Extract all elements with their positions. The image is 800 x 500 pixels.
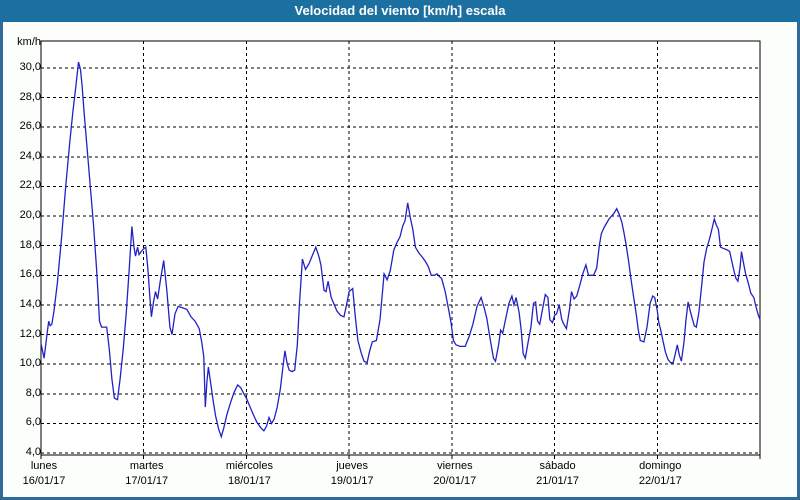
title-bar: Velocidad del viento [km/h] escala bbox=[0, 0, 800, 22]
y-tick-label: 20,0 bbox=[19, 209, 41, 222]
x-date-label: 21/01/17 bbox=[536, 475, 579, 487]
x-day-label: viernes bbox=[437, 460, 473, 472]
x-date-label: 22/01/17 bbox=[638, 475, 682, 487]
chart-title: Velocidad del viento [km/h] escala bbox=[294, 3, 506, 18]
x-day-label: jueves bbox=[336, 460, 369, 472]
wind-speed-line bbox=[40, 61, 761, 439]
x-date-label: 17/01/17 bbox=[125, 475, 169, 487]
y-tick-label: 30,0 bbox=[19, 61, 41, 73]
y-tick-label: 4,0 bbox=[25, 446, 41, 458]
x-date-label: 20/01/17 bbox=[433, 475, 477, 487]
y-tick-label: 14,0 bbox=[19, 297, 41, 310]
y-tick-label: 6,0 bbox=[25, 416, 41, 429]
y-tick-label: 10,0 bbox=[19, 357, 41, 370]
y-tick-label: 26,0 bbox=[19, 120, 41, 133]
x-day-label: sábado bbox=[539, 460, 576, 472]
x-day-label: domingo bbox=[639, 460, 682, 472]
x-day-label: miércoles bbox=[225, 460, 273, 472]
y-tick-label: 28,0 bbox=[19, 90, 41, 103]
x-day-label: martes bbox=[129, 460, 164, 472]
y-tick-label: 18,0 bbox=[19, 238, 41, 251]
y-tick-label: 24,0 bbox=[19, 149, 41, 162]
y-tick-label: 12,0 bbox=[19, 327, 41, 340]
x-date-label: 16/01/17 bbox=[22, 475, 66, 487]
plot-border bbox=[40, 40, 761, 456]
y-axis-unit-label: km/h bbox=[17, 36, 41, 48]
x-date-label: 19/01/17 bbox=[330, 475, 374, 487]
y-tick-label: 16,0 bbox=[19, 268, 41, 281]
y-tick-label: 22,0 bbox=[19, 179, 41, 192]
x-date-label: 18/01/17 bbox=[228, 475, 271, 487]
x-day-label: lunes bbox=[30, 460, 58, 472]
y-tick-label: 8,0 bbox=[25, 386, 41, 399]
